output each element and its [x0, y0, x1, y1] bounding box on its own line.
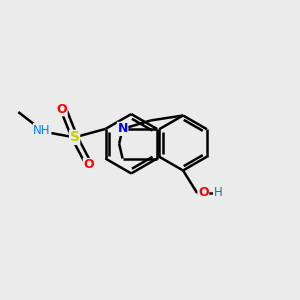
Text: O: O — [83, 158, 94, 172]
Text: N: N — [117, 122, 128, 135]
Text: O: O — [56, 103, 67, 116]
Text: S: S — [70, 130, 80, 144]
Text: NH: NH — [33, 124, 51, 137]
Text: H: H — [214, 187, 222, 200]
Text: O: O — [198, 187, 209, 200]
